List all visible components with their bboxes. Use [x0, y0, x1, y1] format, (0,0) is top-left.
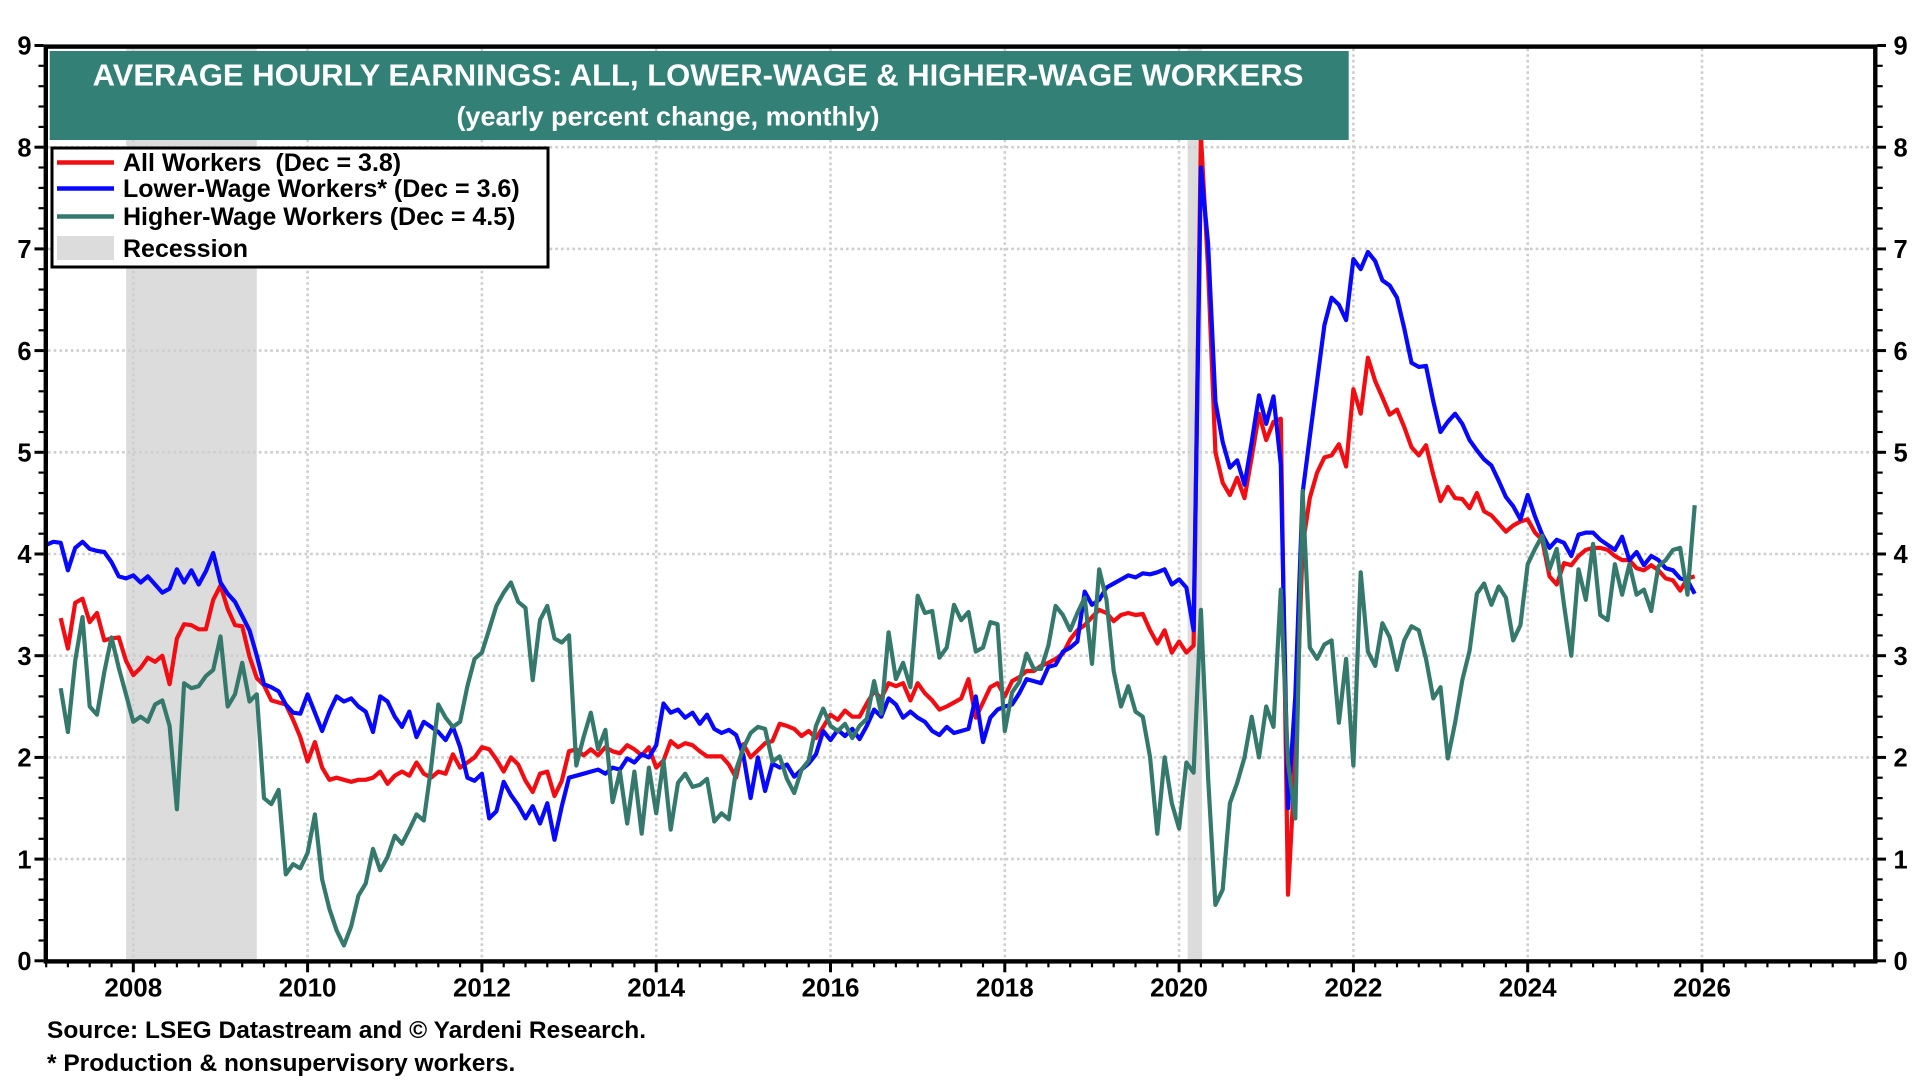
svg-text:1: 1 — [17, 846, 31, 874]
svg-text:2010: 2010 — [279, 973, 337, 1003]
svg-text:Lower-Wage Workers* (Dec = 3.6: Lower-Wage Workers* (Dec = 3.6) — [123, 175, 520, 203]
svg-text:6: 6 — [1894, 338, 1908, 366]
svg-text:9: 9 — [17, 33, 31, 61]
svg-text:2012: 2012 — [453, 973, 511, 1003]
svg-text:0: 0 — [17, 948, 31, 976]
svg-text:4: 4 — [17, 541, 32, 569]
svg-text:Source: LSEG Datastream and ©: Source: LSEG Datastream and © Yardeni Re… — [47, 1017, 646, 1044]
svg-text:2014: 2014 — [627, 973, 685, 1003]
svg-text:0: 0 — [1894, 948, 1908, 976]
svg-text:8: 8 — [17, 134, 31, 162]
svg-text:2: 2 — [17, 745, 31, 773]
svg-text:7: 7 — [17, 236, 31, 264]
svg-text:* Production & nonsupervisory: * Production & nonsupervisory workers. — [47, 1050, 515, 1077]
svg-text:2008: 2008 — [104, 973, 162, 1003]
svg-text:8: 8 — [1894, 134, 1908, 162]
svg-text:2020: 2020 — [1150, 973, 1208, 1003]
svg-text:2026: 2026 — [1673, 973, 1731, 1003]
svg-text:Higher-Wage Workers (Dec = 4.5: Higher-Wage Workers (Dec = 4.5) — [123, 203, 515, 231]
svg-text:2024: 2024 — [1499, 973, 1557, 1003]
svg-text:5: 5 — [17, 440, 31, 468]
svg-text:6: 6 — [17, 338, 31, 366]
svg-text:2018: 2018 — [976, 973, 1034, 1003]
svg-text:4: 4 — [1894, 541, 1909, 569]
svg-text:3: 3 — [1894, 643, 1908, 671]
svg-text:2022: 2022 — [1324, 973, 1382, 1003]
svg-text:All Workers (Dec = 3.8): All Workers (Dec = 3.8) — [123, 149, 401, 177]
svg-text:(yearly percent change, monthl: (yearly percent change, monthly) — [456, 102, 879, 132]
svg-text:7: 7 — [1894, 236, 1908, 264]
svg-text:5: 5 — [1894, 440, 1908, 468]
svg-text:AVERAGE HOURLY EARNINGS: ALL,: AVERAGE HOURLY EARNINGS: ALL, LOWER-WAGE… — [93, 58, 1304, 93]
svg-text:2: 2 — [1894, 745, 1908, 773]
svg-text:1: 1 — [1894, 846, 1908, 874]
svg-text:2016: 2016 — [802, 973, 860, 1003]
svg-text:3: 3 — [17, 643, 31, 671]
svg-text:9: 9 — [1894, 33, 1908, 61]
svg-text:Recession: Recession — [123, 235, 248, 263]
